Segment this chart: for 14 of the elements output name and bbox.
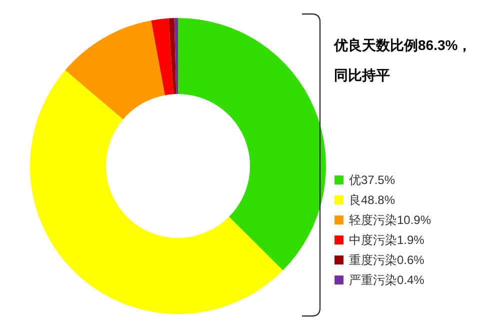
legend-label: 重度污染0.6% — [349, 253, 425, 267]
donut-slice — [168, 18, 176, 94]
legend-label: 严重污染0.4% — [349, 273, 425, 287]
legend-label: 轻度污染10.9% — [349, 213, 432, 227]
donut-slice — [151, 18, 174, 96]
legend-label: 优37.5% — [349, 173, 396, 187]
text: 优良天数比例86.3%， — [334, 36, 472, 55]
donut-slice — [174, 18, 178, 94]
donut-slice — [65, 20, 165, 120]
donut-slice — [30, 70, 283, 314]
text: 同比持平 — [334, 66, 391, 85]
legend-label: 中度污染1.9% — [349, 233, 425, 247]
donut-slice — [178, 18, 326, 270]
legend-label: 良48.8% — [349, 193, 396, 207]
